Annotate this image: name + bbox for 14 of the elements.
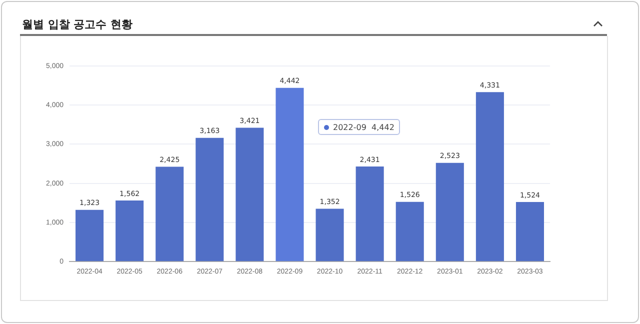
annotation: 2022-09 4,442 bbox=[333, 122, 394, 132]
bar bbox=[356, 166, 384, 262]
bar bbox=[396, 202, 424, 262]
bar bbox=[276, 88, 304, 262]
bar bbox=[116, 200, 144, 262]
bar bbox=[196, 138, 224, 262]
bar bbox=[436, 162, 464, 262]
bar bbox=[516, 202, 544, 262]
bar bbox=[76, 210, 104, 262]
bar bbox=[156, 166, 184, 262]
bar bbox=[316, 208, 344, 262]
chart-title: 월별 입찰 공고수 현황 bbox=[22, 17, 132, 32]
bar bbox=[236, 128, 264, 262]
bar bbox=[476, 92, 504, 262]
